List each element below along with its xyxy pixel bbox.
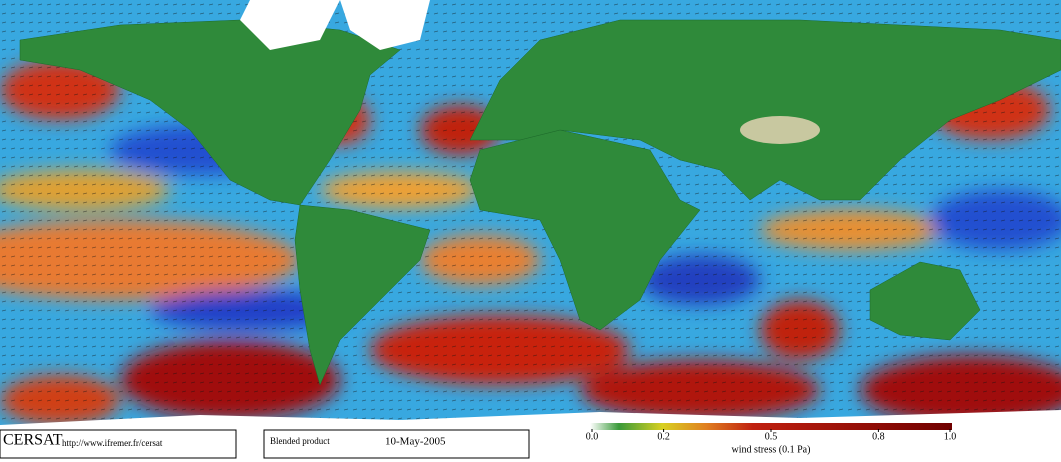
date: 10-May-2005 [385,436,446,448]
logo: CERSAT [3,432,63,449]
colorbar-gradient [590,423,952,430]
land [19,19,1061,386]
colorbar-tick-label: 0.2 [657,431,670,442]
url: http://www.ifremer.fr/cersat [62,438,163,448]
branding-box [0,429,237,459]
colorbar-tick-label: 0.0 [586,431,599,442]
colorbar-tick-label: 0.8 [872,431,885,442]
product-box [263,429,530,459]
product-name: Blended product [270,436,330,446]
colorbar-tick-label: 1.0 [944,431,957,442]
colorbar: wind stress (0.1 Pa) 0.0 0.2 0.5 0.8 1.0 [586,423,957,455]
colorbar-label: wind stress (0.1 Pa) [732,444,811,455]
colorbar-tick-label: 0.5 [765,431,778,442]
info-boxes: CERSAT http://www.ifremer.fr/cersat Blen… [0,429,530,459]
